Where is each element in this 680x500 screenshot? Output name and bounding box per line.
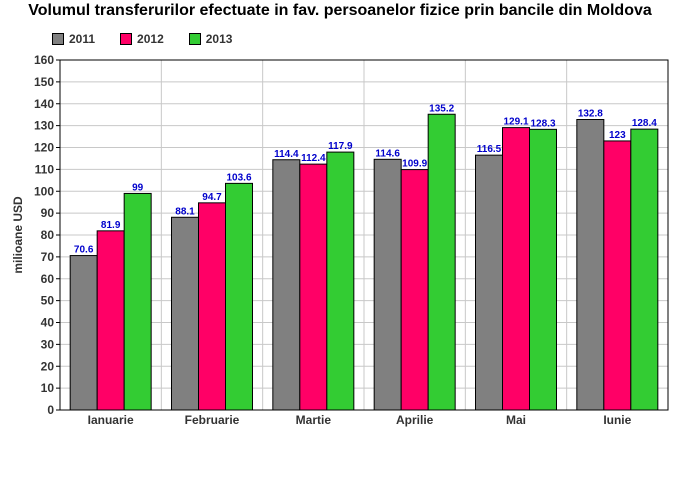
data-label: 112.4 — [301, 153, 326, 164]
legend-swatch-2013 — [188, 33, 201, 45]
data-label: 116.5 — [477, 144, 502, 155]
bar — [272, 159, 301, 411]
x-tick-label: Martie — [296, 413, 332, 427]
y-tick-label: 20 — [41, 359, 55, 373]
bar — [171, 216, 199, 411]
data-label: 99 — [132, 182, 144, 193]
y-tick-label: 130 — [34, 119, 54, 133]
bar — [502, 127, 530, 411]
data-label: 128.3 — [530, 118, 555, 129]
y-tick-label: 120 — [34, 141, 54, 155]
y-tick-label: 10 — [41, 381, 55, 395]
y-tick-label: 30 — [41, 337, 55, 351]
y-tick-label: 50 — [41, 294, 55, 308]
bar — [96, 230, 125, 411]
bar — [529, 128, 557, 411]
y-tick-label: 160 — [34, 53, 54, 67]
data-label: 128.4 — [632, 118, 657, 129]
bar — [603, 140, 632, 411]
legend-label-2011: 2011 — [69, 32, 96, 46]
bar — [299, 163, 328, 411]
data-label: 88.1 — [175, 206, 195, 217]
y-tick-label: 80 — [41, 228, 55, 242]
bar — [326, 151, 355, 411]
x-tick-label: Iunie — [603, 413, 631, 427]
y-tick-label: 0 — [47, 403, 54, 417]
y-tick-label: 110 — [35, 162, 55, 176]
bar — [576, 119, 605, 411]
bar — [225, 182, 253, 411]
bar — [198, 202, 226, 411]
data-label: 123 — [609, 130, 626, 141]
x-tick-label: Februarie — [185, 413, 240, 427]
bar — [400, 169, 429, 411]
x-axis-labels: Ianuarie Februarie Martie Aprilie Mai Iunie — [88, 413, 632, 427]
legend-swatch-2011 — [52, 33, 64, 45]
bar — [630, 128, 659, 411]
data-label: 114.6 — [375, 148, 400, 159]
bar — [69, 255, 98, 411]
data-label: 129.1 — [503, 117, 528, 128]
data-label: 117.9 — [328, 141, 353, 152]
y-axis-label: milioane USD — [11, 196, 25, 274]
y-tick-label: 40 — [41, 316, 55, 330]
legend-item-2011: 2011 — [52, 32, 95, 46]
x-tick-label: Aprilie — [396, 413, 434, 427]
y-tick-label: 90 — [41, 206, 55, 220]
y-tick-label: 100 — [34, 184, 54, 198]
y-tick-label: 70 — [41, 250, 55, 264]
y-tick-label: 140 — [34, 97, 54, 111]
y-axis-ticks: 0 10 20 30 40 50 60 70 80 90 100 110 120 130 140 150 160 — [34, 53, 60, 417]
data-label: 81.9 — [101, 220, 121, 231]
data-label: 103.6 — [226, 172, 251, 183]
legend-label-2013: 2013 — [205, 32, 233, 46]
legend-label-2012: 2012 — [137, 32, 164, 46]
legend-swatch-2012 — [120, 33, 133, 45]
data-label: 135.2 — [429, 103, 454, 114]
data-label: 132.8 — [578, 109, 603, 120]
y-tick-label: 60 — [41, 272, 55, 286]
bar — [123, 192, 152, 411]
grid-lines — [60, 60, 668, 410]
legend-item-2012: 2012 — [120, 32, 164, 46]
bars — [69, 113, 659, 411]
data-label: 109.9 — [402, 159, 427, 170]
legend-item-2013: 2013 — [188, 32, 233, 46]
data-label: 114.4 — [274, 149, 299, 160]
bar — [475, 154, 503, 411]
y-tick-label: 150 — [34, 75, 54, 89]
bar — [373, 158, 402, 411]
chart-legend: 2011 2012 2013 — [52, 31, 257, 47]
x-tick-label: Mai — [506, 413, 526, 427]
chart-title: Volumul transferurilor efectuate in fav.… — [28, 2, 652, 19]
data-label: 70.6 — [74, 245, 94, 256]
data-label: 94.7 — [202, 192, 222, 203]
bar — [427, 113, 456, 411]
x-tick-label: Ianuarie — [88, 413, 134, 427]
